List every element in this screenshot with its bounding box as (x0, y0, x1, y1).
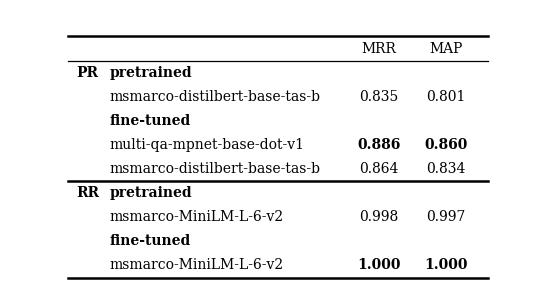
Text: msmarco-MiniLM-L-6-v2: msmarco-MiniLM-L-6-v2 (109, 258, 284, 272)
Text: 0.886: 0.886 (357, 138, 401, 152)
Text: 0.835: 0.835 (359, 90, 398, 104)
Text: multi-qa-mpnet-base-dot-v1: multi-qa-mpnet-base-dot-v1 (109, 138, 305, 152)
Text: MRR: MRR (361, 42, 396, 55)
Text: pretrained: pretrained (109, 65, 192, 80)
Text: fine-tuned: fine-tuned (109, 114, 191, 128)
Text: 0.834: 0.834 (426, 162, 466, 176)
Text: msmarco-distilbert-base-tas-b: msmarco-distilbert-base-tas-b (109, 90, 321, 104)
Text: MAP: MAP (429, 42, 462, 55)
Text: RR: RR (76, 186, 99, 200)
Text: fine-tuned: fine-tuned (109, 234, 191, 248)
Text: 1.000: 1.000 (424, 258, 468, 272)
Text: 1.000: 1.000 (357, 258, 401, 272)
Text: 0.998: 0.998 (359, 210, 398, 224)
Text: 0.997: 0.997 (426, 210, 466, 224)
Text: 0.860: 0.860 (424, 138, 468, 152)
Text: 0.801: 0.801 (426, 90, 466, 104)
Text: msmarco-distilbert-base-tas-b: msmarco-distilbert-base-tas-b (109, 162, 321, 176)
Text: 0.864: 0.864 (359, 162, 398, 176)
Text: msmarco-MiniLM-L-6-v2: msmarco-MiniLM-L-6-v2 (109, 210, 284, 224)
Text: PR: PR (76, 65, 98, 80)
Text: pretrained: pretrained (109, 186, 192, 200)
